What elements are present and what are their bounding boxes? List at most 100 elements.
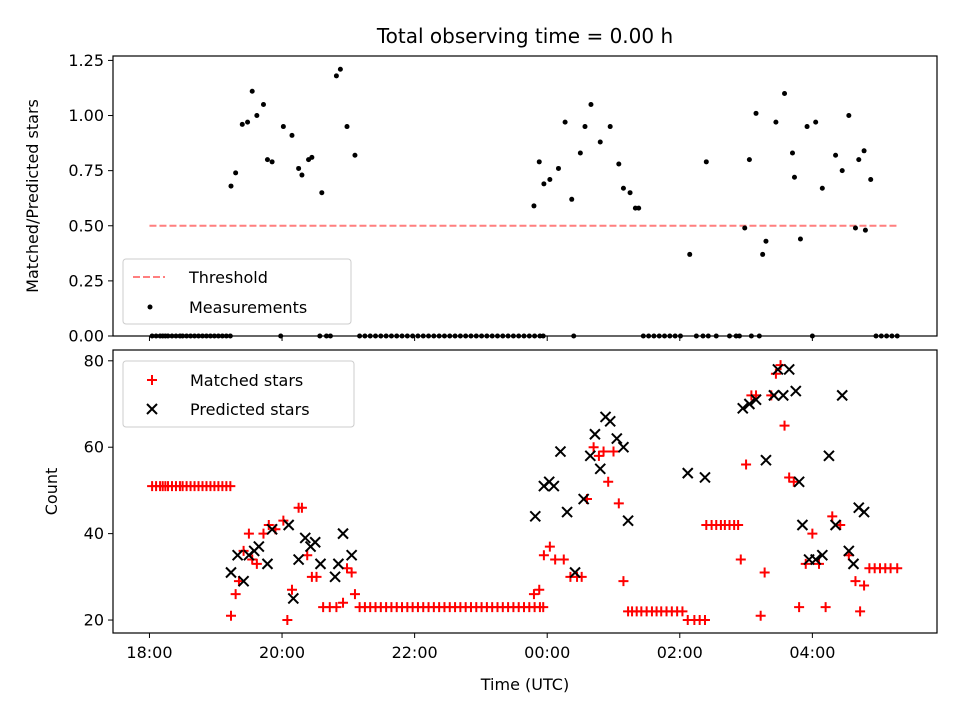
predicted-star-point <box>783 363 795 376</box>
measurement-point <box>239 121 245 127</box>
measurement-point <box>636 205 642 211</box>
measurement-point <box>760 251 766 257</box>
legend-predicted-swatch <box>146 403 158 415</box>
predicted-star-point <box>790 385 802 397</box>
matched-star-point <box>331 602 342 613</box>
measurement-point <box>531 203 537 209</box>
measurement-point <box>299 172 305 178</box>
measurement-point <box>541 181 547 187</box>
predicted-star-point <box>345 549 358 561</box>
measurement-point <box>569 196 575 202</box>
matched-star-point <box>892 563 903 574</box>
count-y-tick-label: 80 <box>84 351 104 370</box>
predicted-star-point <box>231 549 244 561</box>
matched-star-point <box>338 597 349 608</box>
matched-star-point <box>794 602 805 613</box>
predicted-star-point <box>266 523 278 536</box>
measurement-point <box>763 238 769 244</box>
predicted-star-point <box>793 476 805 488</box>
measurement-point <box>833 152 839 158</box>
predicted-star-point <box>847 558 860 570</box>
measurement-point <box>607 124 613 130</box>
matched-star-point <box>735 554 746 565</box>
measurement-point <box>289 132 295 138</box>
matched-star-point <box>699 615 710 626</box>
measurement-point <box>746 157 752 163</box>
measurement-point <box>296 165 302 171</box>
predicted-star-point <box>584 450 597 462</box>
x-axis-label: Time (UTC) <box>480 675 569 694</box>
ratio-y-tick-label: 0.50 <box>68 216 104 235</box>
measurement-point <box>782 90 788 96</box>
matched-star-point <box>286 584 297 595</box>
matched-star-point <box>558 554 569 565</box>
ratio-axes-frame <box>112 55 938 337</box>
measurement-point <box>562 119 568 125</box>
measurement-point <box>249 88 255 94</box>
x-tick-label: 22:00 <box>392 643 438 662</box>
predicted-star-point <box>777 389 789 402</box>
predicted-star-point <box>823 450 835 462</box>
measurement-point <box>536 159 542 165</box>
measurement-point <box>856 157 862 163</box>
measurement-point <box>582 124 588 130</box>
predicted-star-point <box>529 510 541 523</box>
matched-star-point <box>859 580 870 591</box>
ratio-panel: 0.00 0.25 0.50 0.75 1.00 1.25 Matched/Predict… <box>23 51 938 346</box>
x-tick-label: 20:00 <box>259 643 305 662</box>
measurement-point <box>319 190 325 196</box>
measurement-point <box>260 102 266 108</box>
count-marks <box>147 360 903 626</box>
predicted-star-point <box>569 566 581 579</box>
measurement-point <box>753 110 759 116</box>
ratio-y-tick-label: 0.00 <box>68 327 104 346</box>
matched-star-point <box>544 541 555 552</box>
measurement-point <box>280 124 286 130</box>
legend-measurements-swatch <box>147 304 153 310</box>
measurement-point <box>773 119 779 125</box>
predicted-star-point <box>836 389 848 402</box>
predicted-star-point <box>292 553 305 566</box>
predicted-star-point <box>809 553 822 566</box>
predicted-star-point <box>760 454 772 466</box>
matched-star-point <box>230 589 241 600</box>
matched-star-point <box>311 571 322 582</box>
legend-matched-label: Matched stars <box>190 371 303 390</box>
count-y-tick-label: 20 <box>84 611 104 630</box>
measurement-point <box>742 225 748 231</box>
measurement-point <box>264 157 270 163</box>
predicted-star-point <box>858 506 870 518</box>
measurement-point <box>797 236 803 242</box>
predicted-star-point <box>577 493 590 505</box>
predicted-star-point <box>843 545 855 557</box>
measurement-point <box>344 124 350 130</box>
predicted-star-point <box>594 463 606 475</box>
matched-star-point <box>225 610 236 621</box>
predicted-star-point <box>699 471 711 484</box>
matched-star-point <box>820 602 831 613</box>
predicted-star-point <box>829 519 842 531</box>
count-axes-frame <box>112 349 938 634</box>
measurement-point <box>245 119 251 125</box>
ratio-y-tick-label: 1.00 <box>68 106 104 125</box>
matched-star-point <box>538 602 549 613</box>
legend-matched-swatch <box>147 375 157 385</box>
predicted-star-point <box>796 519 809 531</box>
predicted-star-point <box>682 467 694 479</box>
legend-measurements-label: Measurements <box>189 298 307 317</box>
matched-star-point <box>855 606 866 617</box>
matched-star-point <box>296 502 307 513</box>
measurement-point <box>791 174 797 180</box>
matched-star-point <box>603 476 614 487</box>
matched-star-point <box>528 589 539 600</box>
count-y-axis-label: Count <box>42 468 61 516</box>
measurement-point <box>852 225 858 231</box>
predicted-star-point <box>548 480 560 492</box>
ratio-y-tick-label: 0.75 <box>68 161 104 180</box>
predicted-star-point <box>622 514 634 527</box>
count-legend-box <box>122 360 355 428</box>
measurement-point <box>687 251 693 257</box>
predicted-star-point <box>225 566 237 579</box>
